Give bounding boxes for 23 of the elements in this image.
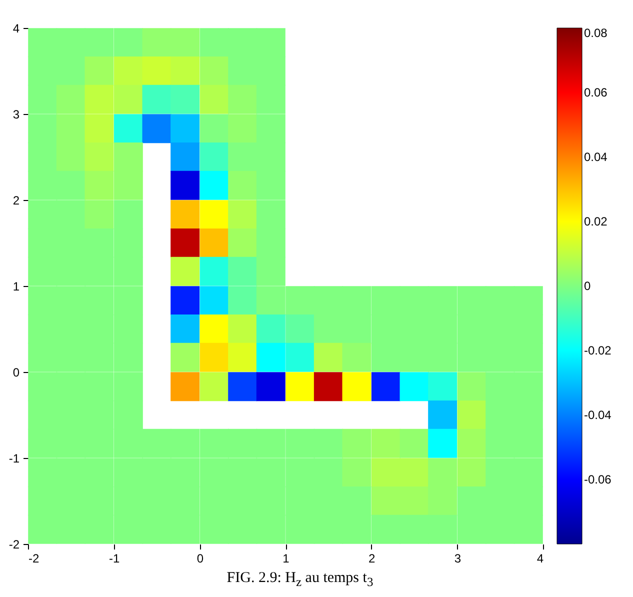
text: FIG. 2.9: H$_{z}$ au temps t$_{3}$ <box>226 570 374 590</box>
x-tick-label: -2 <box>28 552 40 566</box>
x-tick-label: -1 <box>108 552 120 566</box>
y-tick-label: -1 <box>8 452 20 466</box>
color-bar-label: -0.04 <box>584 408 612 422</box>
color-bar-label: 0.06 <box>584 86 608 100</box>
y-tick-label: 3 <box>12 108 20 122</box>
color-bar-label: 0 <box>584 279 591 293</box>
y-tick-label: 4 <box>12 22 20 36</box>
y-tick-label: 1 <box>12 280 20 294</box>
color-bar-label: 0.02 <box>584 214 608 228</box>
x-tick-label: 0 <box>196 552 204 566</box>
y-tick-label: 2 <box>12 194 20 208</box>
y-tick-label: -2 <box>8 538 20 552</box>
x-tick-label: 2 <box>368 552 376 566</box>
color-bar-label: 0.04 <box>584 150 608 164</box>
color-bar-label: -0.06 <box>584 472 612 486</box>
x-tick-label: 3 <box>454 552 462 566</box>
x-tick-label: 1 <box>282 552 290 566</box>
color-bar-label: 0.08 <box>584 26 608 40</box>
color-bar-label: -0.02 <box>584 344 612 358</box>
x-tick-label: 4 <box>536 552 544 566</box>
y-tick-label: 0 <box>12 366 20 380</box>
